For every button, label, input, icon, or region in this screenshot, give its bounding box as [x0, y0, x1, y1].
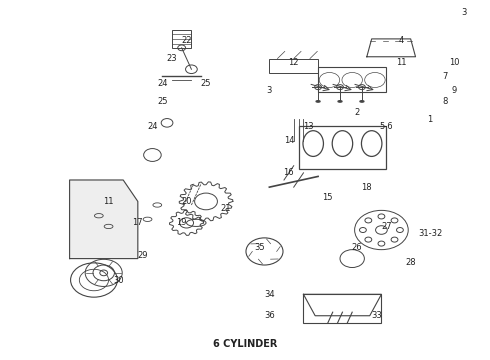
Text: 4: 4	[398, 36, 404, 45]
Text: 35: 35	[254, 243, 265, 252]
Ellipse shape	[316, 101, 320, 102]
Text: 12: 12	[289, 58, 299, 67]
Text: 26: 26	[352, 243, 363, 252]
Text: 9: 9	[452, 86, 457, 95]
Text: 1: 1	[427, 115, 433, 124]
Text: 15: 15	[322, 193, 333, 202]
Text: 18: 18	[362, 183, 372, 192]
Text: 11: 11	[103, 197, 114, 206]
Bar	[318, 67, 386, 93]
Text: 20: 20	[181, 197, 192, 206]
Text: 31-32: 31-32	[418, 229, 442, 238]
Ellipse shape	[360, 101, 364, 102]
Text: 30: 30	[113, 275, 123, 284]
Bar	[298, 126, 386, 169]
Text: 13: 13	[303, 122, 314, 131]
Text: 29: 29	[137, 251, 148, 260]
Text: 3: 3	[462, 8, 467, 17]
Text: 14: 14	[284, 136, 294, 145]
Text: 11: 11	[395, 58, 406, 67]
Bar	[172, 30, 192, 48]
Text: 5-6: 5-6	[379, 122, 393, 131]
Text: 24: 24	[147, 122, 158, 131]
Text: 21: 21	[220, 204, 231, 213]
Text: 16: 16	[284, 168, 294, 177]
Text: 3: 3	[267, 86, 272, 95]
Text: 22: 22	[181, 36, 192, 45]
Text: 27: 27	[381, 222, 392, 231]
Text: 6 CYLINDER: 6 CYLINDER	[213, 339, 277, 349]
Text: 25: 25	[201, 79, 211, 88]
Text: 34: 34	[264, 290, 275, 299]
Text: 19: 19	[176, 219, 187, 228]
Bar	[270, 59, 318, 73]
Text: 24: 24	[157, 79, 168, 88]
Text: 36: 36	[264, 311, 275, 320]
Polygon shape	[70, 180, 138, 258]
Bar	[303, 294, 381, 323]
Text: 7: 7	[442, 72, 447, 81]
Text: 10: 10	[449, 58, 460, 67]
Text: 25: 25	[157, 97, 168, 106]
Text: 8: 8	[442, 97, 447, 106]
Text: 2: 2	[354, 108, 360, 117]
Text: 28: 28	[405, 258, 416, 267]
Ellipse shape	[338, 101, 342, 102]
Text: 23: 23	[167, 54, 177, 63]
Text: 17: 17	[132, 219, 143, 228]
Text: 33: 33	[371, 311, 382, 320]
